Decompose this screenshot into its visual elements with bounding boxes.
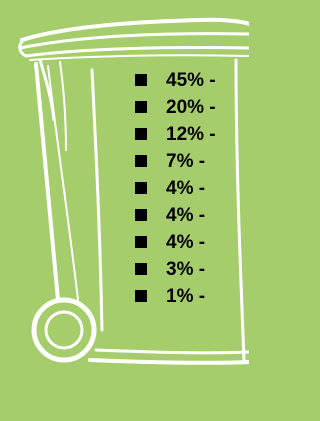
bullet — [135, 209, 147, 221]
list-item: 45% - — [166, 70, 216, 91]
page: 45% -20% -12% -7% -4% -4% -4% -3% -1% - … — [0, 0, 249, 421]
bullet — [135, 182, 147, 194]
bullet — [135, 290, 147, 302]
bullet — [135, 74, 147, 86]
list-item: 7% - — [166, 151, 205, 172]
bullet — [135, 128, 147, 140]
list-item: 3% - — [166, 259, 205, 280]
bullet — [135, 263, 147, 275]
bullet — [135, 236, 147, 248]
bullet — [135, 155, 147, 167]
bullet — [135, 101, 147, 113]
list-item: 4% - — [166, 232, 205, 253]
list-item: 4% - — [166, 178, 205, 199]
list-item: 12% - — [166, 124, 216, 145]
list-item: 1% - — [166, 286, 205, 307]
illustration: 45% - 20% - 12% - 7% - 4% - 4% - 4% - 3% - 1% - — [0, 0, 249, 421]
list-item: 20% - — [166, 97, 216, 118]
list-item: 4% - — [166, 205, 205, 226]
